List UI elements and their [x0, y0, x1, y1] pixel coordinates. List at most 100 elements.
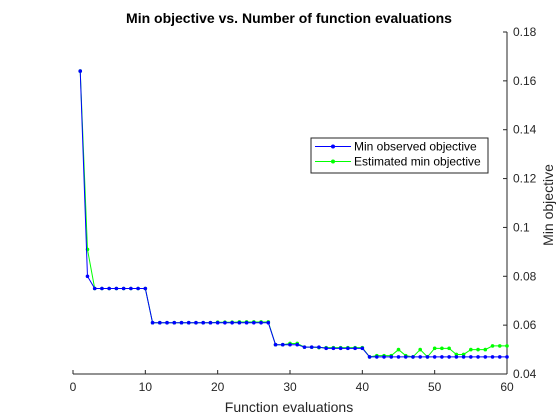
data-point-observed [259, 320, 263, 325]
data-point-observed [244, 320, 249, 325]
data-point-estimated [483, 347, 488, 352]
data-point-estimated [396, 347, 401, 352]
legend-entry-observed: Min observed objective [315, 140, 477, 154]
data-point-observed [237, 320, 242, 325]
data-point-observed [440, 355, 444, 359]
data-point-observed [165, 320, 169, 325]
data-point-observed [411, 355, 415, 359]
data-point-observed [338, 346, 343, 351]
legend-box [310, 137, 489, 174]
data-point-observed [483, 355, 488, 359]
legend-entry-estimated: Estimated min objective [315, 155, 481, 169]
y-tick-label: 0.06 [513, 318, 537, 332]
data-point-observed [230, 320, 234, 325]
legend: Min observed objective Estimated min obj… [310, 137, 489, 174]
data-point-observed [367, 355, 372, 359]
y-tick-label: 0.16 [513, 74, 537, 88]
data-point-observed [425, 355, 430, 359]
data-point-estimated [469, 347, 473, 352]
data-point-observed [179, 320, 184, 325]
y-tick-label: 0.12 [513, 172, 537, 186]
data-point-observed [331, 346, 336, 351]
y-axis-label: Min objective [540, 164, 556, 246]
data-point-observed [252, 320, 256, 325]
data-point-observed [129, 286, 133, 291]
y-tick-label: 0.18 [513, 25, 537, 39]
data-point-observed [396, 355, 401, 359]
series-layer [78, 69, 509, 359]
data-point-observed [92, 286, 97, 291]
x-axis-ticks: 0 10 20 30 40 50 60 [70, 370, 514, 394]
legend-label-estimated: Estimated min objective [354, 155, 481, 169]
data-point-observed [280, 342, 285, 347]
data-point-observed [273, 342, 278, 347]
data-point-observed [497, 355, 502, 359]
x-tick-label: 40 [356, 380, 370, 394]
data-point-observed [360, 346, 365, 351]
x-tick-label: 50 [428, 380, 442, 394]
data-point-observed [382, 355, 386, 359]
x-tick-label: 10 [139, 380, 153, 394]
series-observed [78, 69, 509, 359]
data-point-observed [136, 286, 140, 291]
data-point-observed [389, 355, 394, 359]
data-point-observed [107, 286, 111, 291]
data-point-observed [469, 355, 473, 359]
data-point-observed [266, 320, 271, 325]
data-point-observed [324, 346, 328, 351]
y-tick-label: 0.04 [513, 367, 537, 381]
data-point-estimated [447, 346, 451, 351]
data-point-observed [194, 320, 198, 325]
legend-marker-estimated [331, 159, 335, 164]
data-point-observed [454, 355, 459, 359]
data-point-estimated [497, 344, 502, 348]
x-axis-label: Function evaluations [225, 399, 353, 415]
legend-label-observed: Min observed objective [354, 140, 477, 154]
data-point-observed [78, 69, 83, 73]
data-point-estimated [490, 344, 495, 348]
data-point-observed [150, 320, 155, 325]
y-axis-ticks: 0.04 0.06 0.08 0.1 0.12 0.14 0.16 0.18 [503, 25, 537, 381]
data-point-observed [476, 355, 480, 359]
data-point-observed [223, 320, 227, 325]
y-tick-label: 0.14 [513, 123, 537, 137]
data-point-observed [418, 355, 423, 359]
data-point-observed [302, 345, 307, 349]
data-point-observed [114, 286, 119, 291]
data-point-observed [121, 286, 126, 291]
data-point-observed [490, 355, 495, 359]
x-tick-label: 0 [70, 380, 77, 394]
x-tick-label: 30 [283, 380, 297, 394]
y-tick-label: 0.1 [513, 220, 530, 234]
data-point-observed [158, 320, 162, 325]
legend-marker-observed [331, 144, 335, 149]
data-point-observed [172, 320, 177, 325]
data-point-observed [100, 286, 104, 291]
data-point-observed [375, 355, 379, 359]
data-point-observed [505, 355, 509, 359]
y-tick-label: 0.08 [513, 269, 537, 283]
data-point-observed [288, 342, 292, 347]
data-point-observed [143, 286, 148, 291]
data-point-observed [447, 355, 451, 359]
data-point-observed [295, 342, 300, 347]
data-point-observed [208, 320, 213, 325]
data-point-observed [403, 355, 408, 359]
data-point-estimated [476, 347, 480, 352]
data-point-observed [201, 320, 205, 325]
data-point-estimated [505, 344, 509, 348]
data-point-observed [317, 345, 321, 349]
data-point-estimated [440, 346, 444, 351]
data-point-observed [85, 274, 90, 279]
data-point-observed [353, 346, 357, 351]
data-point-observed [346, 346, 350, 351]
x-tick-label: 60 [500, 380, 514, 394]
chart-title: Min objective vs. Number of function eva… [126, 10, 452, 26]
x-tick-label: 20 [211, 380, 225, 394]
data-point-observed [309, 345, 314, 349]
data-point-observed [215, 320, 220, 325]
data-point-observed [186, 320, 191, 325]
data-point-observed [461, 355, 466, 359]
